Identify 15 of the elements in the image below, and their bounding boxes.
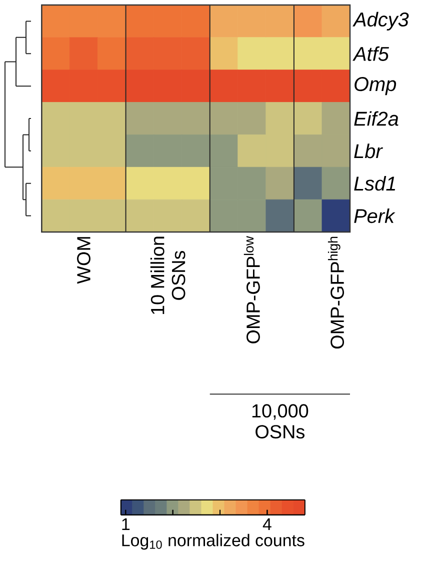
y-tick-label: Eif2a [354, 111, 398, 126]
x-tick-label: 10 Million OSNs [150, 236, 186, 314]
color-bar-label: 4 [262, 518, 272, 530]
y-tick-label: Adcy3 [352, 12, 409, 31]
color-bar-label: 1 [122, 518, 130, 530]
x-tick-label: OMP-GFP$^{high}$ [328, 236, 344, 349]
y-tick-label: Atf5 [352, 46, 390, 61]
text: 10,000 OSNs [252, 404, 308, 438]
y-tick-label: Omp [354, 77, 396, 96]
y-tick-label: Perk [354, 208, 396, 224]
y-tick-label: Lsd1 [354, 176, 396, 191]
y-tick-label: Lbr [354, 144, 383, 158]
color-bar-title: Log$_{10}$ normalized counts [122, 534, 304, 550]
x-tick-label: WOM [77, 237, 90, 284]
x-tick-label: OMP-GFP$^{low}$ [244, 236, 260, 344]
